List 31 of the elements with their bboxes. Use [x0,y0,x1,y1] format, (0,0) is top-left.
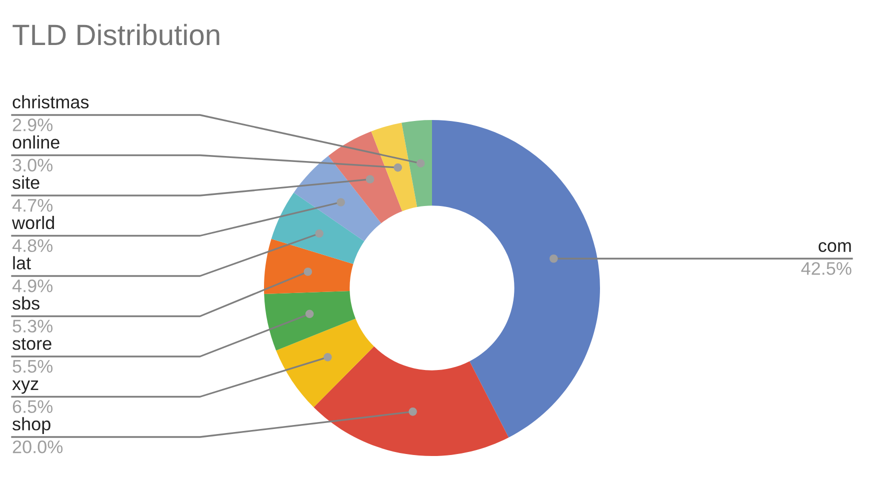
data-label: 4.8% [12,239,53,252]
slice-label: christmas [12,95,89,108]
slice-label: xyz [12,380,38,394]
slice-label: world [12,216,54,230]
data-label: 4.9% [12,279,53,292]
slice-label: online [12,135,60,149]
slice-label: shop [12,417,50,434]
slice-label: com [818,242,851,252]
data-label: 20.0% [12,440,63,454]
slice-label: sbs [12,296,40,310]
data-label: 5.3% [12,320,53,333]
donut-slice [371,122,418,212]
donut-slice [264,290,356,351]
data-label: 42.5% [801,262,852,275]
donut-slice [271,192,364,264]
donut-slice [264,238,354,294]
donut-slice [432,120,600,438]
data-label: 3.0% [12,158,53,172]
data-label: 5.5% [12,360,53,373]
slice-label: site [12,176,40,189]
donut-slice [294,156,382,242]
slice-label: store [12,338,52,350]
data-label: 4.7% [12,199,53,212]
data-label: 6.5% [12,400,53,414]
data-label: 2.9% [12,118,53,132]
chart-title: TLD Distribution [12,24,220,46]
donut-slice [314,346,509,456]
donut-slice [402,120,432,208]
donut-slice [328,131,402,224]
slice-label: lat [13,256,31,270]
donut-slice [276,318,374,408]
